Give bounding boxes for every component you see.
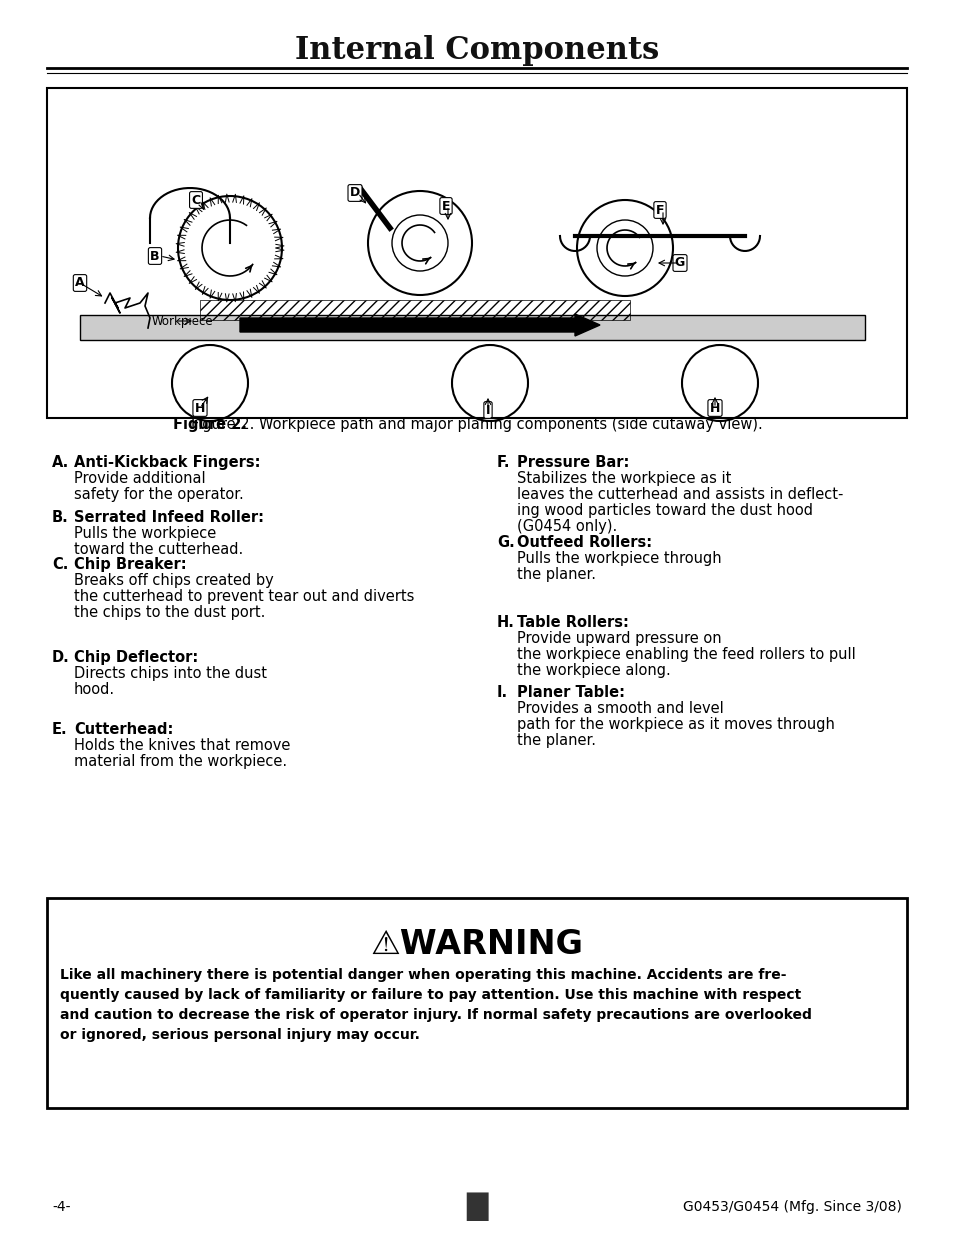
Text: G.: G. (497, 535, 515, 550)
Text: Pressure Bar:: Pressure Bar: (517, 454, 629, 471)
Text: H: H (194, 401, 205, 415)
Bar (47, 898, 906, 1108)
Text: B: B (150, 249, 159, 263)
Text: Stabilizes the workpiece as it: Stabilizes the workpiece as it (517, 471, 731, 487)
Text: ing wood particles toward the dust hood: ing wood particles toward the dust hood (517, 503, 812, 517)
Text: (G0454 only).: (G0454 only). (517, 519, 617, 534)
Text: Internal Components: Internal Components (294, 35, 659, 65)
Text: Breaks off chips created by: Breaks off chips created by (74, 573, 274, 588)
Bar (200, 300, 629, 320)
Text: F: F (655, 204, 663, 216)
Text: Pulls the workpiece: Pulls the workpiece (74, 526, 216, 541)
Text: path for the workpiece as it moves through: path for the workpiece as it moves throu… (517, 718, 834, 732)
Text: H.: H. (497, 615, 515, 630)
Text: I: I (485, 404, 490, 416)
Text: Like all machinery there is potential danger when operating this machine. Accide: Like all machinery there is potential da… (60, 968, 785, 982)
Text: Directs chips into the dust: Directs chips into the dust (74, 666, 267, 680)
Text: leaves the cutterhead and assists in deflect-: leaves the cutterhead and assists in def… (517, 487, 842, 501)
Text: Chip Deflector:: Chip Deflector: (74, 650, 198, 664)
Text: █: █ (466, 1193, 487, 1221)
Text: A.: A. (52, 454, 70, 471)
Text: Figure 2. Workpiece path and major planing components (side cutaway view).: Figure 2. Workpiece path and major plani… (191, 416, 762, 431)
Text: the cutterhead to prevent tear out and diverts: the cutterhead to prevent tear out and d… (74, 589, 414, 604)
Text: -4-: -4- (52, 1200, 71, 1214)
Text: Figure 2.: Figure 2. (172, 416, 247, 431)
Text: the chips to the dust port.: the chips to the dust port. (74, 605, 265, 620)
Text: G: G (674, 257, 684, 269)
Text: G0453/G0454 (Mfg. Since 3/08): G0453/G0454 (Mfg. Since 3/08) (682, 1200, 901, 1214)
Text: Chip Breaker:: Chip Breaker: (74, 557, 187, 572)
Text: Pulls the workpiece through: Pulls the workpiece through (517, 551, 720, 566)
Text: Provide upward pressure on: Provide upward pressure on (517, 631, 720, 646)
Text: the workpiece along.: the workpiece along. (517, 663, 670, 678)
Text: toward the cutterhead.: toward the cutterhead. (74, 542, 243, 557)
Text: Cutterhead:: Cutterhead: (74, 722, 173, 737)
Text: A: A (75, 277, 85, 289)
Text: and caution to decrease the risk of operator injury. If normal safety precaution: and caution to decrease the risk of oper… (60, 1008, 811, 1023)
Text: ⚠WARNING: ⚠WARNING (370, 927, 583, 961)
Text: Planer Table:: Planer Table: (517, 685, 624, 700)
Text: D.: D. (52, 650, 70, 664)
FancyArrow shape (240, 314, 599, 336)
Text: or ignored, serious personal injury may occur.: or ignored, serious personal injury may … (60, 1028, 419, 1042)
Text: Outfeed Rollers:: Outfeed Rollers: (517, 535, 652, 550)
Text: I.: I. (497, 685, 508, 700)
Text: Table Rollers:: Table Rollers: (517, 615, 628, 630)
Text: H: H (709, 401, 720, 415)
Text: quently caused by lack of familiarity or failure to pay attention. Use this mach: quently caused by lack of familiarity or… (60, 988, 801, 1002)
Bar (47, 88, 906, 417)
Text: the planer.: the planer. (517, 734, 596, 748)
Text: Workpiece: Workpiece (152, 315, 213, 327)
Text: D: D (350, 186, 359, 200)
Text: E.: E. (52, 722, 68, 737)
Text: E: E (441, 200, 450, 212)
Text: Provides a smooth and level: Provides a smooth and level (517, 701, 723, 716)
Text: the planer.: the planer. (517, 567, 596, 582)
Bar (80, 315, 864, 340)
Text: Anti-Kickback Fingers:: Anti-Kickback Fingers: (74, 454, 260, 471)
Text: Provide additional: Provide additional (74, 471, 206, 487)
Text: B.: B. (52, 510, 69, 525)
Text: C: C (192, 194, 200, 206)
Text: hood.: hood. (74, 682, 115, 697)
Text: C.: C. (52, 557, 69, 572)
Text: F.: F. (497, 454, 510, 471)
Text: safety for the operator.: safety for the operator. (74, 487, 244, 501)
Text: Serrated Infeed Roller:: Serrated Infeed Roller: (74, 510, 264, 525)
Text: the workpiece enabling the feed rollers to pull: the workpiece enabling the feed rollers … (517, 647, 855, 662)
Text: Holds the knives that remove: Holds the knives that remove (74, 739, 290, 753)
Text: material from the workpiece.: material from the workpiece. (74, 755, 287, 769)
